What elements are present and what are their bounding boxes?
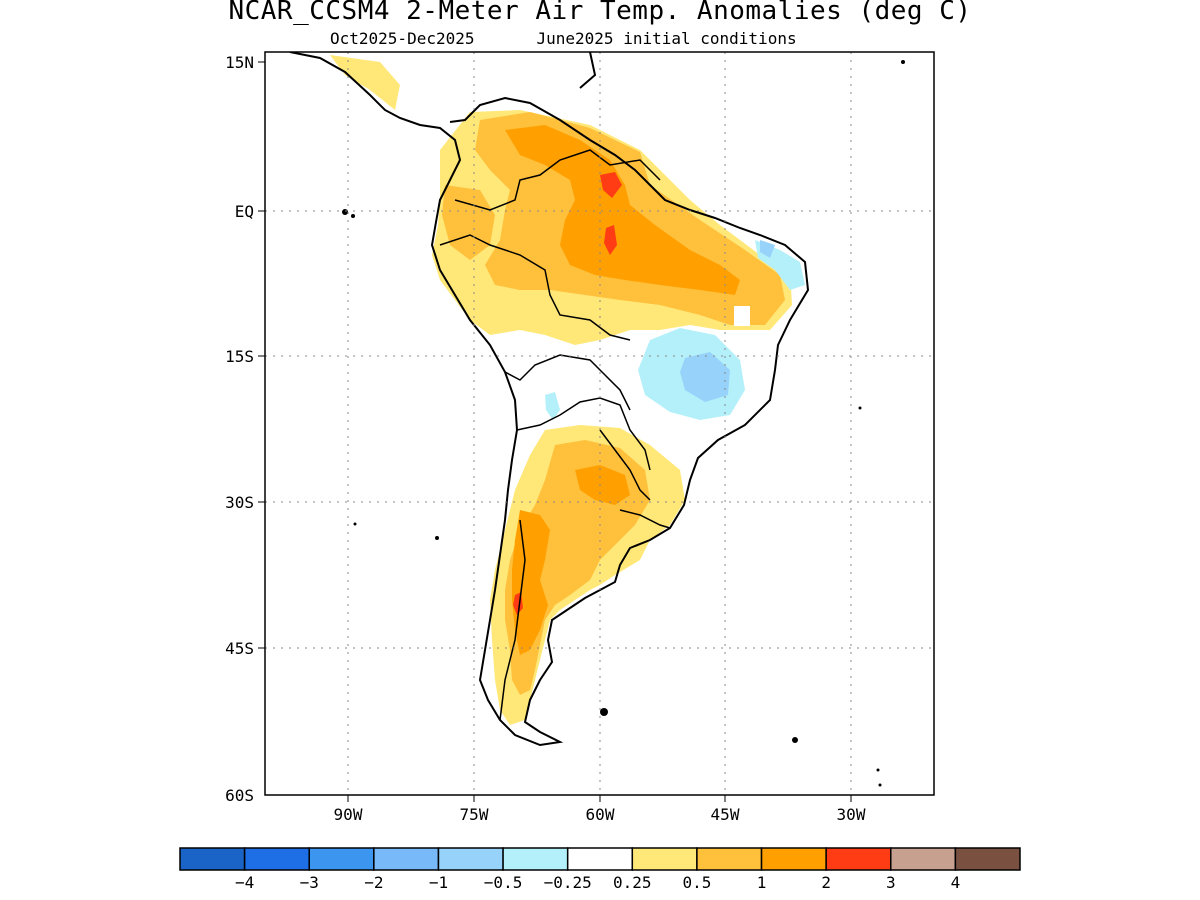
lon-tick-label: 90W <box>334 805 363 824</box>
colorbar-swatch <box>437 847 504 871</box>
colorbar-label: −3 <box>300 873 319 892</box>
colorbar-swatch <box>825 847 892 871</box>
colorbar-label: 4 <box>951 873 961 892</box>
lon-tick-label: 75W <box>460 805 489 824</box>
chart-title: NCAR_CCSM4 2-Meter Air Temp. Anomalies (… <box>228 0 972 26</box>
lat-tick-label: 15S <box>225 347 254 366</box>
colorbar-label: 1 <box>757 873 767 892</box>
initial-conditions: June2025 initial conditions <box>536 29 797 48</box>
colorbar-swatch <box>890 847 957 871</box>
colorbar-swatch <box>954 847 1021 871</box>
lat-tick-label: 30S <box>225 493 254 512</box>
lon-tick-label: 60W <box>586 805 615 824</box>
chart-subtitle: Oct2025-Dec2025 June2025 initial conditio… <box>330 29 797 48</box>
lon-axis: 90W 75W 60W 45W 30W <box>334 795 866 824</box>
colorbar-labels: −4 −3 −2 −1 −0.5 −0.25 0.25 0.5 1 2 3 4 <box>235 873 960 892</box>
lon-tick-label: 45W <box>711 805 740 824</box>
colorbar-label: −2 <box>364 873 383 892</box>
lat-tick-label: EQ <box>235 202 254 221</box>
colorbar-label: 0.5 <box>682 873 711 892</box>
colorbar-swatch <box>243 847 310 871</box>
colorbar <box>179 847 1021 871</box>
anomaly-neg-0.5-1 <box>680 240 775 402</box>
lat-tick-label: 15N <box>225 53 254 72</box>
forecast-period: Oct2025-Dec2025 <box>330 29 475 48</box>
colorbar-swatch <box>502 847 569 871</box>
lat-tick-label: 45S <box>225 639 254 658</box>
lat-axis: 15N EQ 15S 30S 45S 60S <box>225 53 265 805</box>
colorbar-swatch <box>760 847 827 871</box>
colorbar-label: −0.5 <box>484 873 523 892</box>
colorbar-swatch <box>308 847 375 871</box>
colorbar-label: −1 <box>429 873 448 892</box>
islands <box>342 60 905 787</box>
colorbar-swatch <box>631 847 698 871</box>
lat-tick-label: 60S <box>225 786 254 805</box>
colorbar-label: −0.25 <box>544 873 592 892</box>
colorbar-label: 2 <box>821 873 831 892</box>
coastlines <box>289 52 810 747</box>
colorbar-swatch <box>696 847 763 871</box>
white-patch <box>734 306 750 326</box>
colorbar-swatch <box>566 847 634 871</box>
colorbar-label: 0.25 <box>613 873 652 892</box>
colorbar-swatch <box>373 847 440 871</box>
colorbar-swatch <box>179 847 246 871</box>
country-borders <box>439 149 671 721</box>
colorbar-label: 3 <box>886 873 896 892</box>
colorbar-label: −4 <box>235 873 254 892</box>
lon-tick-label: 30W <box>837 805 866 824</box>
map-layers <box>289 52 905 787</box>
anomaly-1-2 <box>505 125 740 655</box>
